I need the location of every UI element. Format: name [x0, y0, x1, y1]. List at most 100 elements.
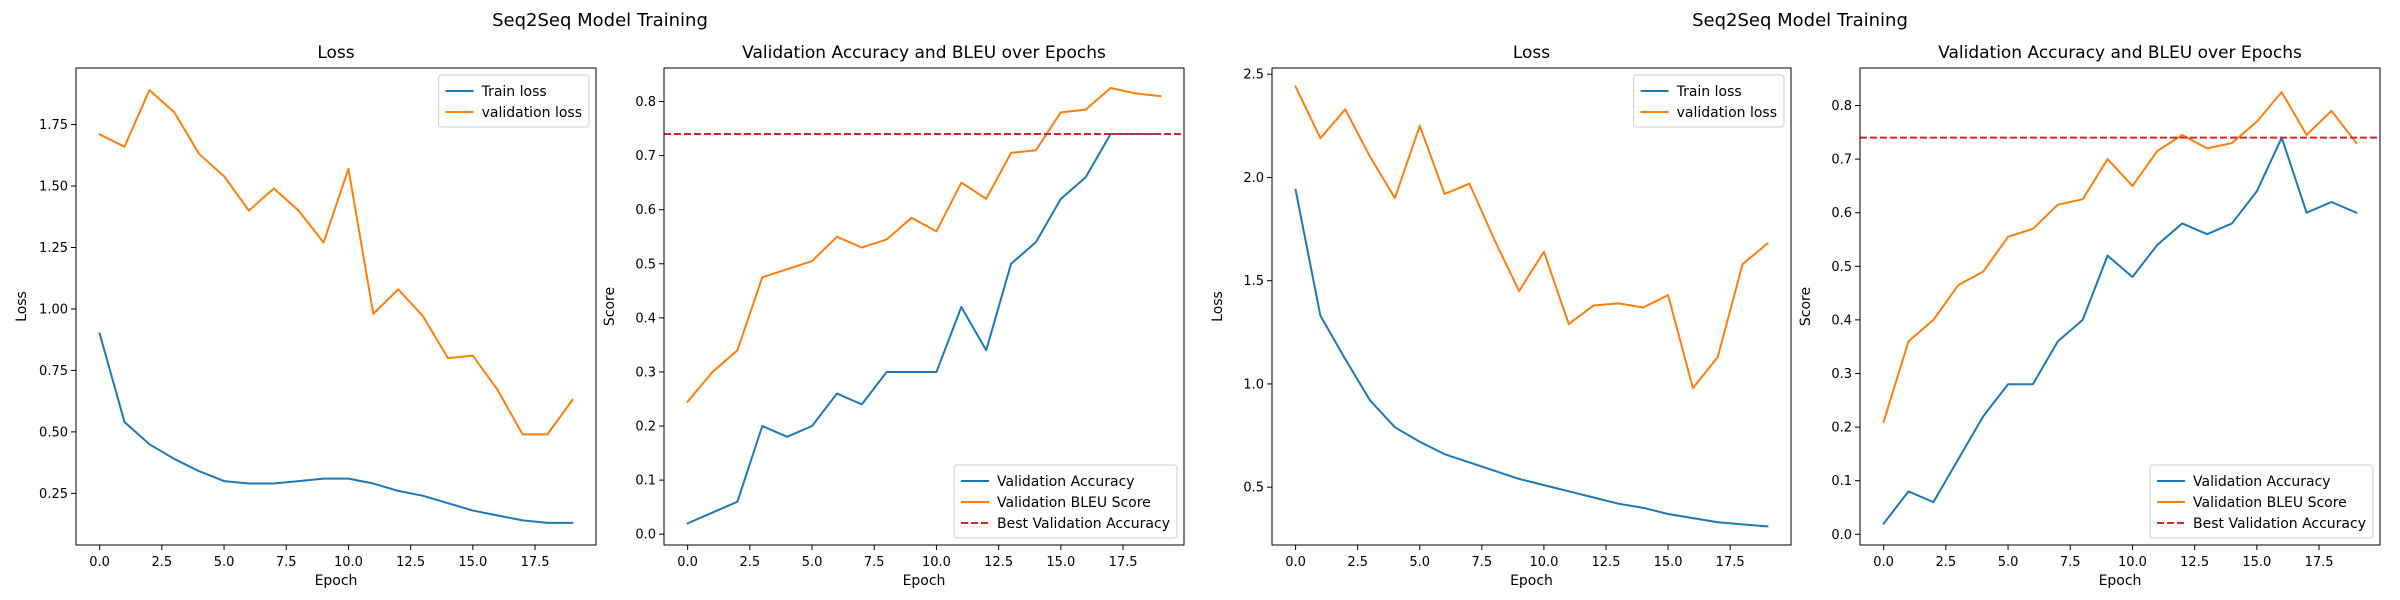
y-tick-label: 1.50: [39, 180, 68, 195]
y-tick-label: 0.5: [1243, 481, 1264, 496]
y-tick-label: 0.1: [1831, 474, 1852, 489]
chart-title: Validation Accuracy and BLEU over Epochs: [742, 43, 1106, 63]
y-axis-label: Score: [602, 287, 618, 326]
x-tick-label: 0.0: [677, 555, 698, 570]
x-tick-label: 15.0: [458, 555, 487, 570]
legend-label: Validation Accuracy: [2193, 474, 2331, 490]
x-tick-label: 5.0: [1998, 555, 2019, 570]
y-tick-label: 1.75: [39, 118, 68, 133]
x-tick-label: 12.5: [984, 555, 1013, 570]
y-tick-label: 0.25: [39, 487, 68, 502]
series-line: [686, 132, 1162, 525]
y-tick-label: 0.50: [39, 425, 68, 440]
y-tick-label: 1.00: [39, 302, 68, 317]
suptitle-right: Seq2Seq Model Training: [1692, 10, 1908, 31]
x-tick-label: 2.5: [151, 555, 172, 570]
y-axis-label: Loss: [14, 291, 30, 322]
x-tick-label: 12.5: [1592, 555, 1621, 570]
legend: Validation Accuracy Validation BLEU Score…: [953, 464, 1178, 539]
y-tick-label: 0.8: [1831, 99, 1852, 114]
x-tick-label: 0.0: [1873, 555, 1894, 570]
legend-label: Train loss: [481, 84, 547, 100]
x-tick-label: 2.5: [739, 555, 760, 570]
x-tick-label: 5.0: [214, 555, 235, 570]
series-line: [1294, 85, 1769, 390]
y-tick-label: 0.7: [635, 149, 656, 164]
legend-box: [1633, 74, 1785, 128]
legend: Validation Accuracy Validation BLEU Score…: [2149, 464, 2374, 539]
x-tick-label: 0.0: [1285, 555, 1306, 570]
y-axis-label: Loss: [1210, 291, 1226, 322]
legend-label: Best Validation Accuracy: [2193, 516, 2366, 532]
legend: Train loss validation loss: [1633, 74, 1785, 128]
suptitle-left: Seq2Seq Model Training: [492, 10, 708, 31]
x-axis-label: Epoch: [315, 573, 358, 589]
x-tick-label: 7.5: [2060, 555, 2081, 570]
y-tick-label: 1.5: [1243, 274, 1264, 289]
x-axis-label: Epoch: [903, 573, 946, 589]
x-tick-label: 0.0: [89, 555, 110, 570]
x-tick-label: 17.5: [1716, 555, 1745, 570]
series-line: [686, 87, 1162, 404]
y-tick-label: 0.5: [1831, 260, 1852, 275]
y-tick-label: 1.25: [39, 241, 68, 256]
x-tick-label: 17.5: [1109, 555, 1138, 570]
legend-label: Validation BLEU Score: [997, 495, 1151, 511]
x-tick-label: 10.0: [2118, 555, 2147, 570]
y-tick-label: 0.0: [635, 528, 656, 543]
y-tick-label: 0.4: [1831, 313, 1852, 328]
y-tick-label: 0.2: [1831, 421, 1852, 436]
y-axis-label: Score: [1798, 287, 1814, 326]
y-tick-label: 0.6: [1831, 206, 1852, 221]
legend-label: validation loss: [482, 105, 582, 121]
loss-chart-left: Loss 0.0 2.5 5.0 7.5 10.0 12.5 15.0 17.5 0.25 0.50…: [14, 43, 597, 589]
y-tick-label: 0.1: [635, 474, 656, 489]
y-tick-label: 0.4: [635, 311, 656, 326]
legend-label: validation loss: [1677, 105, 1777, 121]
legend-label: Train loss: [1676, 84, 1742, 100]
legend-box: [2149, 464, 2374, 539]
x-tick-label: 12.5: [2180, 555, 2209, 570]
y-tick-label: 0.2: [635, 420, 656, 435]
axes-frame: [1859, 67, 2381, 546]
accuracy-bleu-chart-left: Validation Accuracy and BLEU over Epochs…: [602, 43, 1185, 589]
y-tick-label: 1.0: [1243, 377, 1264, 392]
series-line: [98, 332, 574, 524]
y-tick-label: 0.8: [635, 95, 656, 110]
y-tick-label: 0.3: [635, 365, 656, 380]
series-line: [98, 89, 574, 436]
legend-label: Validation BLEU Score: [2193, 495, 2347, 511]
x-tick-label: 17.5: [2305, 555, 2334, 570]
y-tick-label: 0.3: [1831, 367, 1852, 382]
x-tick-label: 12.5: [396, 555, 425, 570]
x-tick-label: 10.0: [922, 555, 951, 570]
accuracy-bleu-chart-right: Validation Accuracy and BLEU over Epochs…: [1798, 43, 2381, 589]
loss-chart-right: Loss 0.0 2.5 5.0 7.5 10.0 12.5 15.0 17.5 0.5 1.0 1.…: [1210, 43, 1792, 589]
x-axis-label: Epoch: [2099, 573, 2142, 589]
y-tick-label: 0.0: [1831, 528, 1852, 543]
y-tick-label: 0.6: [635, 203, 656, 218]
x-tick-label: 5.0: [802, 555, 823, 570]
x-tick-label: 15.0: [1654, 555, 1683, 570]
legend-box: [438, 74, 590, 128]
x-axis-label: Epoch: [1510, 573, 1553, 589]
axes-frame: [663, 67, 1185, 546]
x-tick-label: 15.0: [1046, 555, 1075, 570]
y-tick-label: 2.0: [1243, 171, 1264, 186]
x-tick-label: 15.0: [2242, 555, 2271, 570]
x-tick-label: 10.0: [334, 555, 363, 570]
x-tick-label: 7.5: [276, 555, 297, 570]
legend: Train loss validation loss: [438, 74, 590, 128]
chart-title: Validation Accuracy and BLEU over Epochs: [1938, 43, 2302, 63]
x-tick-label: 2.5: [1935, 555, 1956, 570]
legend-label: Validation Accuracy: [997, 474, 1135, 490]
y-tick-label: 0.7: [1831, 153, 1852, 168]
y-tick-label: 2.5: [1243, 68, 1264, 83]
series-line: [1882, 91, 2358, 423]
x-tick-label: 7.5: [1471, 555, 1492, 570]
axes-frame: [75, 67, 597, 546]
legend-box: [953, 464, 1178, 539]
legend-label: Best Validation Accuracy: [997, 516, 1170, 532]
